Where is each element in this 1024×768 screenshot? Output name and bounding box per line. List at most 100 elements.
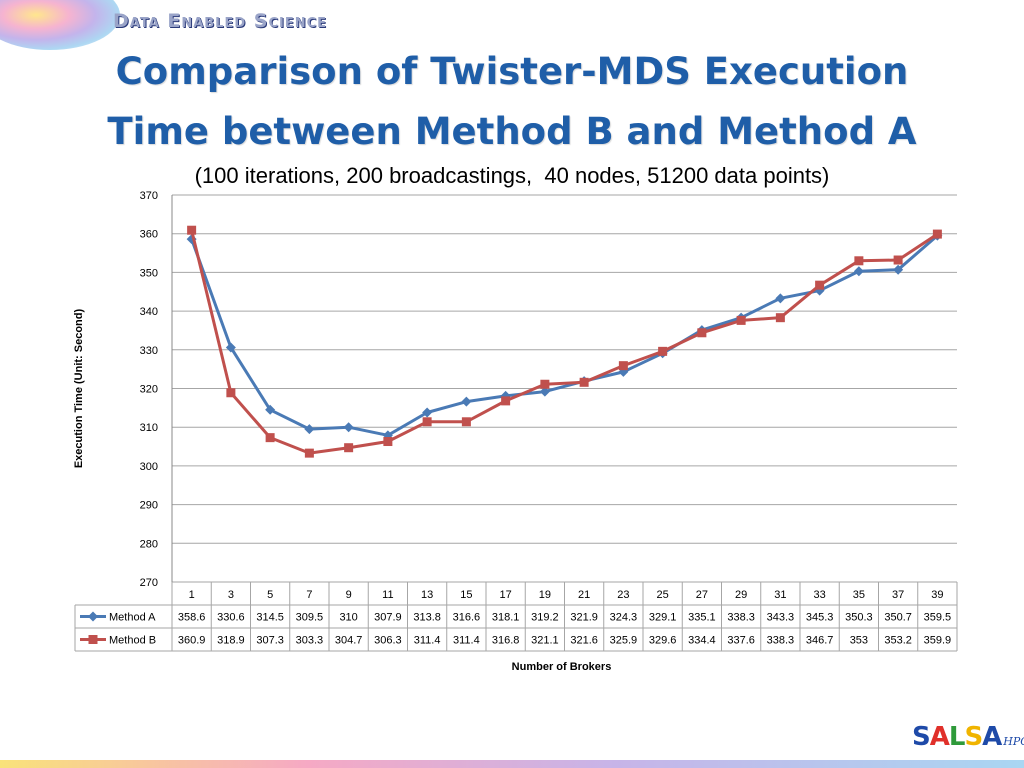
legend-label: Method A	[109, 612, 156, 624]
data-point	[226, 388, 236, 398]
x-category-label: 25	[657, 589, 669, 601]
data-table-value: 318.9	[217, 635, 245, 647]
footer-gradient-bar	[0, 760, 1024, 768]
data-table-value: 321.6	[570, 635, 598, 647]
data-table-value: 316.8	[492, 635, 520, 647]
x-category-label: 23	[617, 589, 629, 601]
data-table-value: 329.1	[649, 612, 677, 624]
logo-letter: S	[964, 722, 983, 752]
x-category-label: 39	[931, 589, 943, 601]
x-category-label: 29	[735, 589, 747, 601]
x-category-label: 31	[774, 589, 786, 601]
data-point	[461, 417, 471, 427]
data-table-value: 334.4	[688, 635, 716, 647]
data-point	[815, 280, 825, 290]
data-table-value: 324.3	[610, 612, 638, 624]
logo-suffix: HPC	[1003, 735, 1024, 748]
y-tick-label: 290	[140, 500, 158, 512]
logo-letter: L	[948, 722, 966, 752]
x-category-label: 13	[421, 589, 433, 601]
data-table-value: 304.7	[335, 635, 363, 647]
x-category-label: 33	[814, 589, 826, 601]
data-table-value: 353	[850, 635, 868, 647]
x-category-label: 7	[306, 589, 312, 601]
data-point	[304, 448, 314, 458]
data-point	[893, 264, 904, 275]
legend-label: Method B	[109, 635, 156, 647]
data-table-value: 353.2	[884, 635, 912, 647]
data-table-value: 359.5	[924, 612, 952, 624]
data-point	[893, 255, 903, 265]
x-category-label: 5	[267, 589, 273, 601]
x-category-label: 3	[228, 589, 234, 601]
data-table-value: 360.9	[178, 635, 206, 647]
data-table-value: 319.2	[531, 612, 559, 624]
brand-title: Data Enabled Science	[113, 10, 327, 32]
logo-letter: S	[912, 722, 931, 752]
data-point	[697, 328, 707, 338]
data-table-value: 358.6	[178, 612, 206, 624]
logo-letter: A	[929, 722, 950, 752]
data-point	[658, 346, 668, 356]
data-table-value: 314.5	[256, 612, 284, 624]
data-point	[304, 424, 315, 435]
data-point	[461, 396, 472, 407]
data-table-value: 346.7	[806, 635, 834, 647]
legend-marker	[88, 635, 98, 644]
data-table-value: 343.3	[767, 612, 795, 624]
data-point	[540, 379, 550, 389]
data-table-value: 359.9	[924, 635, 952, 647]
x-category-label: 1	[189, 589, 195, 601]
x-axis-title: Number of Brokers	[512, 661, 612, 673]
series-line	[190, 229, 939, 455]
legend-marker	[88, 611, 98, 622]
data-point	[539, 386, 550, 397]
data-point	[344, 443, 354, 453]
x-category-label: 9	[346, 589, 352, 601]
y-tick-label: 360	[140, 229, 158, 241]
data-table-value: 306.3	[374, 635, 402, 647]
data-point	[265, 433, 275, 443]
data-point	[932, 229, 942, 239]
data-table-value: 311.4	[414, 635, 441, 647]
data-table-value: 321.9	[570, 612, 598, 624]
slide-title-line-1: Comparison of Twister-MDS Execution	[115, 50, 909, 93]
slide-title-line-2: Time between Method B and Method A	[107, 110, 917, 153]
x-category-label: 11	[382, 589, 393, 601]
data-point	[853, 266, 864, 277]
data-table-value: 338.3	[767, 635, 795, 647]
y-tick-label: 350	[140, 267, 158, 279]
y-tick-label: 300	[140, 461, 158, 473]
data-table-value: 307.3	[256, 635, 284, 647]
data-table-value: 321.1	[531, 635, 559, 647]
data-table-value: 303.3	[296, 635, 324, 647]
x-category-label: 27	[696, 589, 708, 601]
data-table-value: 337.6	[727, 635, 755, 647]
data-point	[618, 361, 628, 371]
data-point	[343, 422, 354, 433]
data-point	[579, 377, 589, 387]
data-table-value: 309.5	[296, 612, 324, 624]
data-point	[501, 396, 511, 406]
data-point	[225, 342, 236, 353]
x-category-label: 15	[460, 589, 472, 601]
y-tick-label: 330	[140, 345, 158, 357]
x-category-label: 35	[853, 589, 865, 601]
data-table-value: 338.3	[727, 612, 755, 624]
logo-letter: A	[982, 722, 1002, 752]
data-table-value: 313.8	[413, 612, 441, 624]
data-table-value: 318.1	[492, 612, 520, 624]
x-category-label: 19	[539, 589, 551, 601]
data-table-value: 330.6	[217, 612, 245, 624]
y-axis-title: Execution Time (Unit: Second)	[73, 309, 85, 469]
data-point	[187, 225, 197, 235]
series-line	[190, 234, 939, 437]
y-tick-label: 370	[140, 190, 158, 202]
y-tick-label: 310	[140, 422, 158, 434]
data-table-value: 329.6	[649, 635, 677, 647]
data-table-value: 325.9	[610, 635, 638, 647]
y-tick-label: 280	[140, 538, 158, 550]
data-point	[265, 404, 276, 415]
x-category-label: 17	[500, 589, 512, 601]
